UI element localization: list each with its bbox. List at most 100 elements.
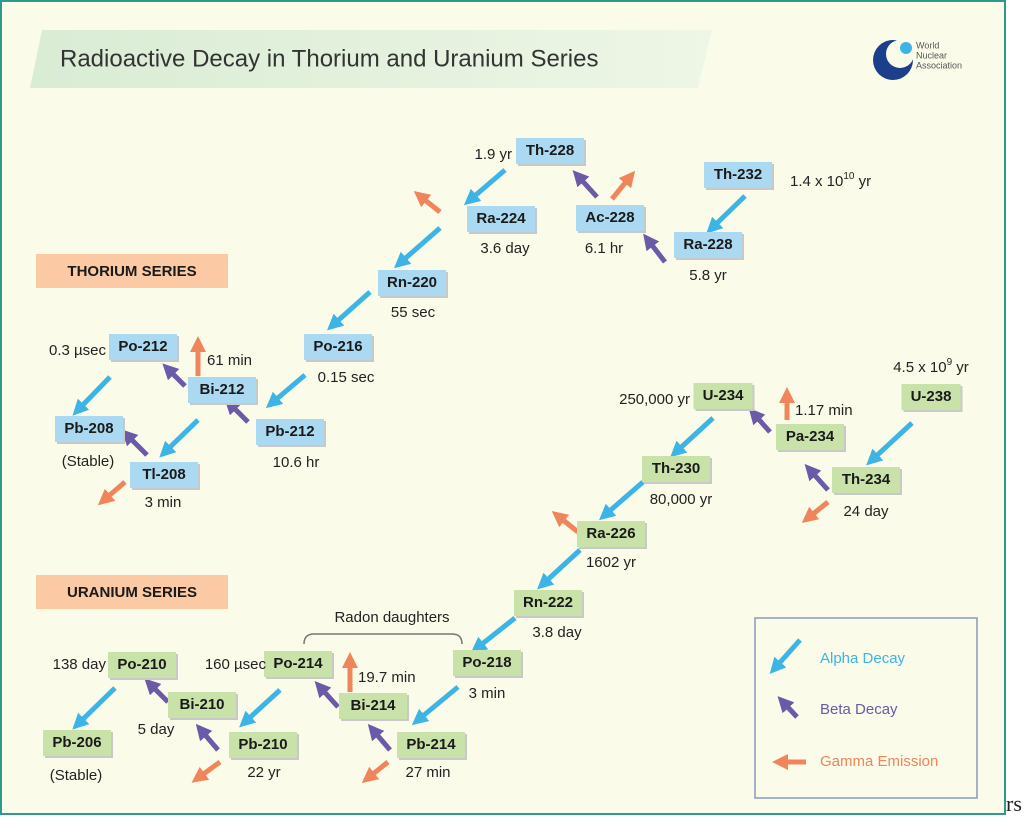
nuclide-label: Ra-228: [683, 236, 732, 253]
half-life: 6.1 hr: [585, 240, 623, 257]
legend-label: Beta Decay: [820, 701, 898, 718]
half-life: 3.8 day: [532, 624, 582, 641]
nuclide-label: Po-218: [462, 654, 511, 671]
legend-box: [754, 617, 978, 799]
nuclide-box: [901, 384, 961, 410]
nuclide-label: Pb-206: [52, 734, 101, 751]
decay-arrow: [413, 191, 442, 214]
text-fragment: rs: [1006, 791, 1022, 816]
half-life: 22 yr: [247, 764, 280, 781]
nuclide-box: [453, 650, 521, 676]
decay-arrow: [72, 686, 117, 730]
decay-arrow: [551, 511, 580, 534]
decay-arrow: [97, 480, 127, 506]
half-life: 5.8 yr: [689, 267, 727, 284]
decay-arrow: [239, 688, 282, 728]
nuclide-label: Rn-222: [523, 594, 573, 611]
nuclide-box: [378, 270, 446, 296]
half-life-unit: yr: [855, 173, 872, 190]
nuclide-label: Rn-220: [387, 274, 437, 291]
nuclide-box: [776, 424, 844, 450]
decay-arrow: [537, 548, 582, 590]
decay-arrow: [121, 429, 149, 457]
nuclide-box: [188, 377, 256, 403]
half-life: 160 µsec: [205, 656, 267, 673]
decay-arrow: [463, 168, 507, 206]
nuclide-box: [264, 651, 332, 677]
series-heading-box: [36, 575, 228, 609]
half-life: (Stable): [62, 453, 115, 470]
annotation: Radon daughters: [334, 609, 449, 626]
half-life: 24 day: [843, 503, 889, 520]
nuclide-box: [43, 730, 111, 756]
nuclide-label: Pa-234: [786, 428, 835, 445]
decay-arrow: [224, 398, 250, 424]
decay-arrow: [610, 170, 636, 201]
legend-label: Gamma Emission: [820, 753, 938, 770]
decay-arrow: [162, 363, 187, 388]
nuclide-label: Pb-214: [406, 736, 456, 753]
nuclide-box: [514, 590, 582, 616]
half-life: 138 day: [53, 656, 107, 673]
nuclide-box: [168, 692, 236, 718]
half-life: 27 min: [405, 764, 450, 781]
nuclide-label: Pb-208: [64, 420, 113, 437]
half-life: 1.9 yr: [474, 146, 512, 163]
legend-label: Alpha Decay: [820, 650, 906, 667]
nuclide-label: Th-230: [652, 460, 700, 477]
series-heading: URANIUM SERIES: [67, 584, 197, 601]
nuclide-box: [109, 334, 177, 360]
nuclide-label: Ra-226: [586, 525, 635, 542]
decay-arrow: [572, 170, 599, 199]
half-life: (Stable): [50, 767, 103, 784]
series-heading-box: [36, 254, 228, 288]
half-life: 61 min: [207, 352, 252, 369]
half-life: 19.7 min: [358, 669, 416, 686]
half-life: 0.15 sec: [318, 369, 375, 386]
decay-arrow: [804, 464, 830, 492]
nuclide-box: [704, 162, 772, 188]
half-life-exp: 9: [947, 357, 953, 368]
nodes: Th-232 1.4 x 1010 yr Ra-228 5.8 yr Ac-228 6.1…: [43, 138, 969, 784]
nuclide-box: [304, 334, 372, 360]
title-banner: [30, 30, 712, 88]
decay-arrow: [470, 616, 517, 653]
nuclide-label: Tl-208: [142, 466, 185, 483]
nuclide-box: [674, 232, 742, 258]
nuclide-box: [256, 419, 324, 445]
half-life: 5 day: [138, 721, 175, 738]
title: Radioactive Decay in Thorium and Uranium…: [60, 45, 598, 72]
decay-arrow: [670, 416, 715, 458]
decay-arrow: [748, 408, 772, 434]
nuclide-label: Bi-210: [179, 696, 224, 713]
nuclide-label: Po-210: [117, 656, 166, 673]
nuclide-box: [108, 652, 176, 678]
decay-arrow: [866, 421, 914, 466]
half-life: 3 min: [145, 494, 182, 511]
nuclide-label: Bi-214: [350, 697, 396, 714]
half-life: 4.5 x 109 yr: [893, 357, 969, 376]
decay-arrow: [314, 681, 340, 709]
decay-arrow: [72, 375, 112, 416]
nuclide-label: Po-216: [313, 338, 362, 355]
logo: World Nuclear Association: [873, 40, 962, 80]
nuclide-box: [55, 416, 123, 442]
half-life: 1602 yr: [586, 554, 636, 571]
nuclide-box: [397, 732, 465, 758]
nuclide-label: Pb-210: [238, 736, 287, 753]
nuclide-box: [832, 467, 900, 493]
nuclide-label: Th-232: [714, 166, 762, 183]
nuclide-box: [339, 693, 407, 719]
decay-arrow: [144, 678, 170, 704]
half-life: 250,000 yr: [619, 391, 690, 408]
nuclide-label: U-238: [911, 388, 952, 405]
half-life: 1.17 min: [795, 402, 853, 419]
half-life-base: 1.4 x 10: [790, 173, 843, 190]
half-life-exp: 10: [843, 171, 855, 182]
decay-arrow: [411, 685, 460, 726]
logo-text: World: [916, 40, 939, 50]
nuclide-label: Ra-224: [476, 210, 526, 227]
half-life: 3 min: [469, 685, 506, 702]
nuclide-box: [467, 206, 535, 232]
